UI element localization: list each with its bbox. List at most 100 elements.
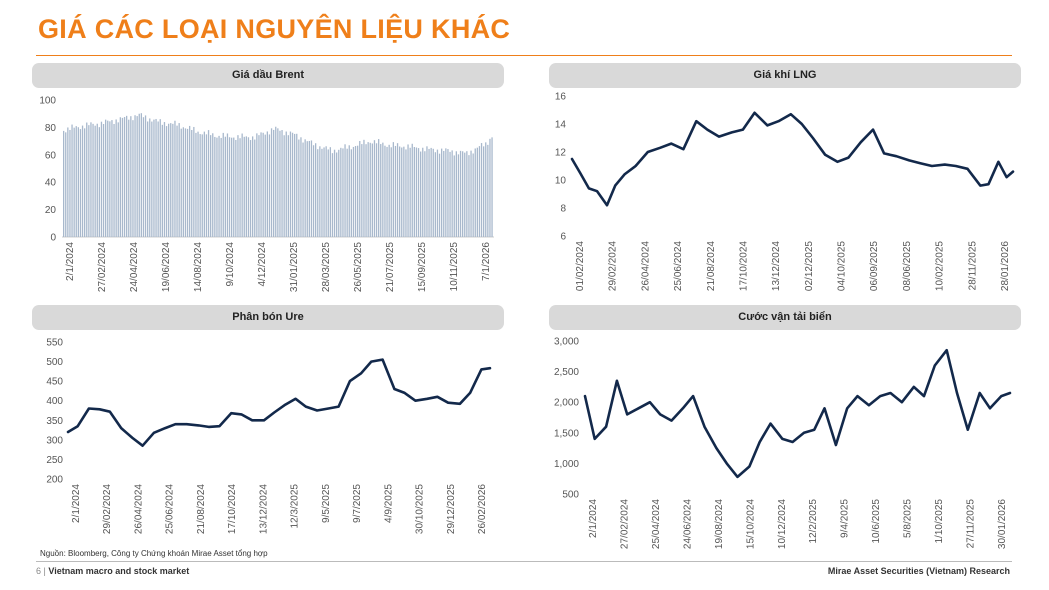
freight-series-line xyxy=(583,348,1012,479)
lng-data-point xyxy=(606,204,608,207)
brent-x-tick-label: 26/05/2025 xyxy=(353,242,364,292)
brent-bar xyxy=(239,138,241,237)
lng-data-point xyxy=(670,142,673,145)
brent-bar xyxy=(459,150,462,237)
brent-bar xyxy=(268,134,271,237)
brent-x-tick-label: 24/04/2024 xyxy=(129,242,140,292)
freight-x-tick-label: 30/01/2026 xyxy=(997,499,1008,549)
lng-data-point xyxy=(596,190,598,193)
freight-data-point xyxy=(846,407,849,410)
urea-x-tick-label: 9/7/2025 xyxy=(352,484,363,523)
brent-bar xyxy=(371,143,373,237)
brent-bar xyxy=(394,145,397,237)
brent-bar xyxy=(443,150,445,237)
brent-bar xyxy=(310,140,313,237)
brent-bar xyxy=(468,155,470,237)
urea-data-point xyxy=(370,360,373,363)
freight-x-tick-label: 15/10/2024 xyxy=(745,499,756,549)
brent-bar xyxy=(453,155,455,237)
freight-data-point xyxy=(834,444,837,446)
brent-bar xyxy=(401,147,403,237)
urea-data-point xyxy=(240,413,243,416)
lng-y-tick-label: 16 xyxy=(555,92,567,103)
brent-bar xyxy=(73,127,75,237)
brent-bar xyxy=(155,118,157,237)
brent-bar xyxy=(340,147,342,237)
freight-data-point xyxy=(989,407,991,410)
urea-data-point xyxy=(251,419,254,422)
urea-chart-title: Phân bón Ure xyxy=(32,305,504,330)
brent-bar xyxy=(487,144,489,237)
brent-x-tick-label: 10/11/2025 xyxy=(449,242,460,292)
brent-bar xyxy=(266,131,268,237)
freight-data-point xyxy=(813,428,816,431)
brent-bar xyxy=(312,145,315,237)
brent-bar xyxy=(147,121,149,237)
brent-bar xyxy=(109,121,111,237)
freight-data-point xyxy=(791,441,794,443)
lng-x-tick-label: 06/09/2025 xyxy=(869,241,880,291)
urea-y-tick-label: 500 xyxy=(46,357,63,368)
freight-y-tick-label: 1,500 xyxy=(554,428,579,439)
freight-x-tick-label: 5/8/2025 xyxy=(903,499,914,538)
brent-bar xyxy=(294,133,296,237)
freight-y-tick-label: 2,500 xyxy=(554,367,579,378)
brent-bar xyxy=(273,129,275,237)
brent-bar xyxy=(350,149,352,237)
brent-y-tick-label: 40 xyxy=(45,178,57,189)
freight-x-tick-label: 27/02/2024 xyxy=(619,499,630,549)
brent-bar xyxy=(210,135,212,237)
brent-bar xyxy=(235,139,237,237)
brent-bar xyxy=(447,149,449,237)
brent-bar xyxy=(291,132,294,237)
brent-bar xyxy=(283,135,285,237)
title-divider xyxy=(36,55,1012,56)
brent-x-tick-label: 31/01/2025 xyxy=(289,242,300,292)
lng-data-point xyxy=(623,173,626,176)
footer-publisher: Mirae Asset Securities (Vietnam) Researc… xyxy=(827,566,1010,576)
brent-bar xyxy=(176,125,178,237)
brent-bar xyxy=(90,122,92,237)
lng-data-point xyxy=(777,120,780,123)
footer-separator: | xyxy=(43,566,46,576)
urea-data-point xyxy=(348,380,351,383)
freight-x-tick-label: 25/04/2024 xyxy=(651,499,662,549)
brent-bar xyxy=(243,136,245,237)
brent-bar xyxy=(359,140,361,237)
brent-bar xyxy=(159,119,161,237)
brent-bar xyxy=(281,130,283,237)
brent-bar xyxy=(258,135,260,237)
brent-bar xyxy=(121,117,124,237)
brent-bar xyxy=(256,133,258,237)
brent-x-tick-label: 19/06/2024 xyxy=(161,242,172,292)
urea-data-point xyxy=(141,444,144,447)
brent-y-tick-label: 0 xyxy=(50,233,56,244)
lng-x-tick-label: 08/06/2025 xyxy=(902,241,913,291)
freight-data-point xyxy=(856,395,859,397)
freight-chart-panel: Cước vận tải biển xyxy=(549,305,1021,545)
brent-bar xyxy=(405,149,407,237)
brent-bar xyxy=(102,124,105,237)
brent-chart-title: Giá dầu Brent xyxy=(32,63,504,88)
footer-report-name: Vietnam macro and stock market xyxy=(48,566,190,576)
urea-data-point xyxy=(76,425,79,428)
brent-bar xyxy=(489,138,491,237)
urea-x-tick-label: 4/9/2025 xyxy=(383,484,394,523)
brent-bar xyxy=(470,150,472,237)
lng-x-tick-label: 13/12/2024 xyxy=(771,241,782,291)
lng-data-point xyxy=(943,163,946,166)
brent-bar xyxy=(165,126,168,237)
brent-bar xyxy=(428,148,430,237)
freight-data-point xyxy=(736,475,739,478)
brent-bar xyxy=(480,143,483,237)
urea-series-line xyxy=(66,358,492,447)
brent-bar xyxy=(71,124,73,237)
brent-x-tick-label: 7/1/2026 xyxy=(481,242,492,281)
freight-x-tick-label: 9/4/2025 xyxy=(840,499,851,538)
urea-data-point xyxy=(480,368,483,371)
brent-bar xyxy=(308,140,310,237)
brent-bar xyxy=(75,126,77,237)
lng-x-tick-label: 26/04/2024 xyxy=(640,241,651,291)
brent-bar xyxy=(98,127,100,237)
